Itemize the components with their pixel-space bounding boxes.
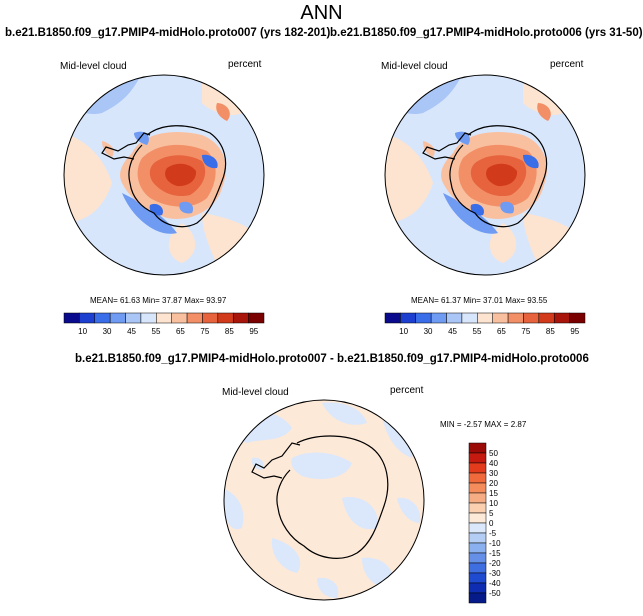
panel-3-colorbar-swatch <box>468 582 487 594</box>
panel-2-colorbar-swatch <box>430 312 447 324</box>
panel-3-units-label: percent <box>390 385 424 396</box>
panel-3-colorbar-label: 10 <box>489 499 498 508</box>
panel-1-colorbar-swatch <box>248 312 265 324</box>
panel-3-colorbar-label: 5 <box>489 509 494 518</box>
panel-1-colorbar-label: 95 <box>249 327 258 336</box>
panel-1-colorbar-label: 45 <box>127 327 136 336</box>
panel-1-colorbar-swatch <box>186 312 203 324</box>
panel-3-colorbar-label: 15 <box>489 489 498 498</box>
panel-2-colorbar-label: 30 <box>424 327 433 336</box>
panel-3-variable-label: Mid-level cloud <box>222 387 289 398</box>
panel-3-colorbar-swatch <box>468 452 487 464</box>
panel-3-colorbar-label: 30 <box>489 469 498 478</box>
panel-3-colorbar-swatch <box>468 542 487 554</box>
panel-2-colorbar-label: 55 <box>473 327 482 336</box>
panel-3-colorbar-swatch <box>468 512 487 524</box>
panel-3-colorbar-label: -50 <box>489 589 501 598</box>
panel-3-colorbar-label: -40 <box>489 579 501 588</box>
panel-1-colorbar-label: 85 <box>225 327 234 336</box>
page-title: ANN <box>300 2 343 24</box>
panel-2-colorbar-swatch <box>477 312 493 324</box>
panel-1-units-label: percent <box>228 59 262 70</box>
panel-3-stats: MIN = -2.57 MAX = 2.87 <box>440 420 527 429</box>
panel-3-colorbar-swatch <box>468 472 487 484</box>
panel-2-units-label: percent <box>550 59 584 70</box>
panel-1-polar-map <box>63 74 265 276</box>
panel-1-colorbar-swatch <box>202 312 219 324</box>
panel-1-colorbar-label: 65 <box>176 327 185 336</box>
panel-1-colorbar-swatch <box>156 312 172 324</box>
panel-3-colorbar-swatch <box>468 492 487 504</box>
panel-3-colorbar-swatch <box>468 502 487 514</box>
panel-1-stats: MEAN= 61.63 Min= 37.87 Max= 93.97 <box>90 296 227 305</box>
panel-2-colorbar-swatch <box>523 312 540 324</box>
panel-2-colorbar: 10 30 45 55 65 75 85 95 <box>384 312 586 336</box>
panel-1-colorbar-swatch <box>94 312 111 324</box>
panel-2-colorbar-swatch <box>384 312 401 324</box>
panel-2-colorbar-swatch <box>507 312 524 324</box>
panel-1-colorbar-label: 10 <box>78 327 87 336</box>
panel-2-colorbar-label: 45 <box>448 327 457 336</box>
panel-2-colorbar-swatch <box>553 312 570 324</box>
panel-3-colorbar-swatch <box>468 562 487 574</box>
panel-1-colorbar-swatch <box>79 312 96 324</box>
panel-3-colorbar-swatch <box>468 572 487 584</box>
panel-3-colorbar-label: 0 <box>489 519 494 528</box>
panel-1-colorbar: 10 30 45 55 65 75 85 95 <box>63 312 265 336</box>
panel-2-colorbar-swatch <box>446 312 463 324</box>
panel-1-title: b.e21.B1850.f09_g17.PMIP4-midHolo.proto0… <box>5 27 331 39</box>
panel-3-colorbar-swatch <box>468 532 487 544</box>
panel-3-colorbar-swatch <box>468 482 487 494</box>
panel-2-stats: MEAN= 61.37 Min= 37.01 Max= 93.55 <box>411 296 548 305</box>
panel-2-colorbar-label: 10 <box>399 327 408 336</box>
panel-2-colorbar-swatch <box>415 312 432 324</box>
panel-3-colorbar-label: -5 <box>489 529 497 538</box>
panel-2-polar-map <box>384 74 586 276</box>
panel-1-colorbar-swatch <box>171 312 188 324</box>
panel-2-colorbar-swatch <box>461 312 478 324</box>
panel-2-colorbar-label: 75 <box>521 327 530 336</box>
panel-3-colorbar-label: -30 <box>489 569 501 578</box>
panel-1-colorbar-swatch <box>217 312 234 324</box>
panel-3-colorbar-swatch <box>468 592 487 604</box>
panel-2-variable-label: Mid-level cloud <box>381 61 448 72</box>
panel-3-colorbar-label: 50 <box>489 449 498 458</box>
panel-2-colorbar-label: 85 <box>546 327 555 336</box>
panel-2-colorbar-swatch <box>492 312 509 324</box>
panel-1-colorbar-label: 30 <box>103 327 112 336</box>
panel-3-colorbar-swatch <box>468 552 487 564</box>
panel-2-title: b.e21.B1850.f09_g17.PMIP4-midHolo.proto0… <box>330 27 643 39</box>
panel-2-colorbar-swatch <box>538 312 555 324</box>
panel-3-colorbar-label: -15 <box>489 549 501 558</box>
panel-1-colorbar-swatch <box>232 312 249 324</box>
panel-3-colorbar-label: 20 <box>489 479 498 488</box>
panel-2-colorbar-label: 65 <box>497 327 506 336</box>
panel-3-colorbar-label: -20 <box>489 559 501 568</box>
panel-1-colorbar-swatch <box>109 312 126 324</box>
panel-1-colorbar-swatch <box>140 312 157 324</box>
panel-1-colorbar-label: 75 <box>200 327 209 336</box>
panel-3-colorbar-label: 40 <box>489 459 498 468</box>
panel-1-colorbar-swatch <box>63 312 80 324</box>
panel-1-colorbar-swatch <box>125 312 142 324</box>
panel-3-colorbar-swatch <box>468 462 487 474</box>
panel-2-colorbar-label: 95 <box>570 327 579 336</box>
panel-2-colorbar-swatch <box>569 312 586 324</box>
panel-1-variable-label: Mid-level cloud <box>60 61 127 72</box>
panel-3-title: b.e21.B1850.f09_g17.PMIP4-midHolo.proto0… <box>75 353 589 365</box>
panel-3-colorbar-swatch <box>468 442 487 454</box>
panel-3-colorbar-label: -10 <box>489 539 501 548</box>
panel-3-colorbar-swatch <box>468 522 487 534</box>
panel-1-colorbar-label: 55 <box>152 327 161 336</box>
panel-2-colorbar-swatch <box>400 312 417 324</box>
panel-3-polar-map <box>223 399 425 601</box>
